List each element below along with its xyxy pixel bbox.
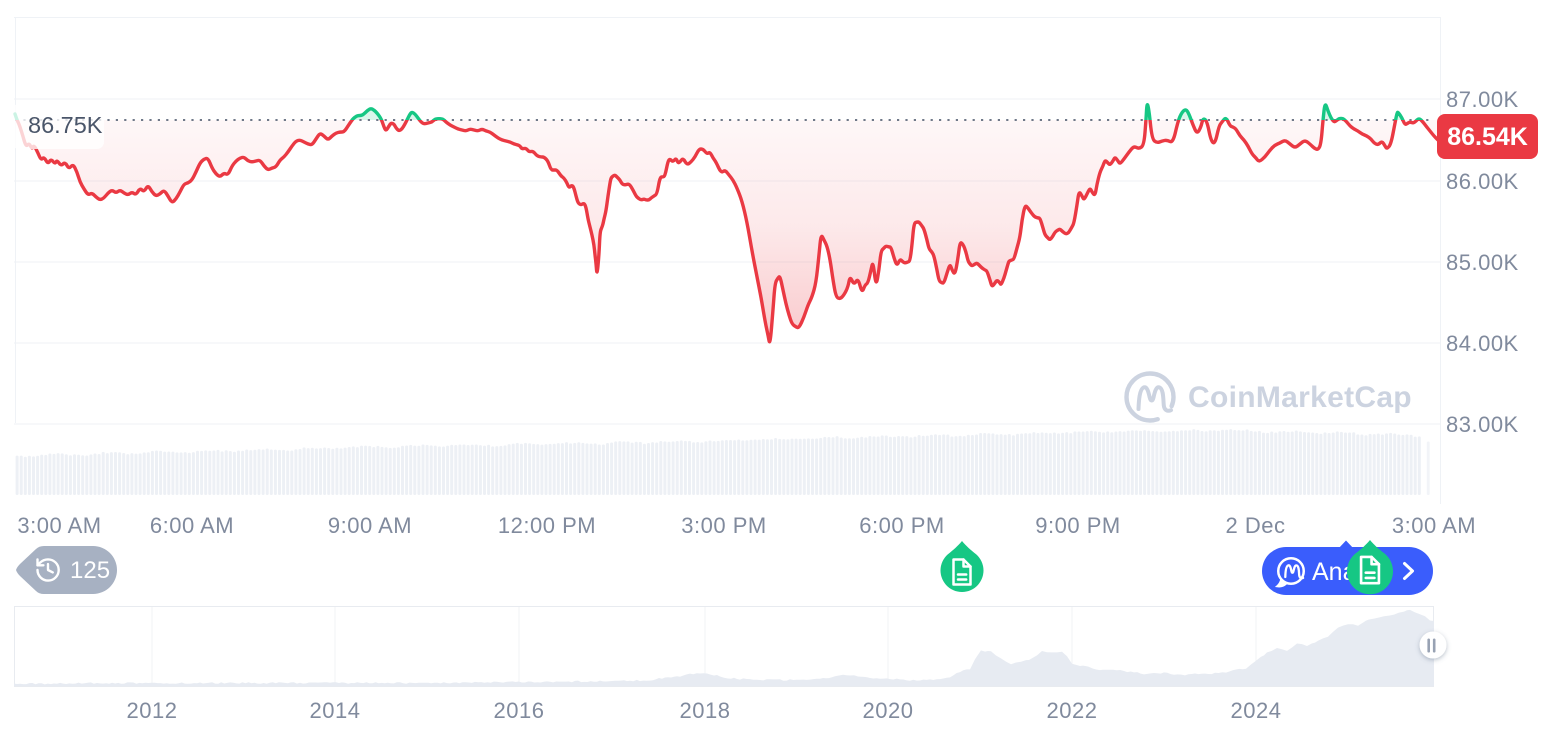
svg-text:6:00 AM: 6:00 AM	[150, 513, 234, 538]
svg-text:9:00 PM: 9:00 PM	[1035, 513, 1120, 538]
svg-text:2018: 2018	[680, 698, 731, 723]
svg-text:3:00 PM: 3:00 PM	[681, 513, 766, 538]
svg-text:86.54K: 86.54K	[1447, 123, 1528, 151]
svg-text:86.00K: 86.00K	[1446, 169, 1519, 194]
svg-text:2 Dec: 2 Dec	[1226, 513, 1286, 538]
svg-text:83.00K: 83.00K	[1446, 412, 1519, 437]
svg-text:6:00 PM: 6:00 PM	[859, 513, 944, 538]
svg-text:3:00 AM: 3:00 AM	[17, 513, 101, 538]
svg-text:87.00K: 87.00K	[1446, 87, 1519, 112]
svg-text:86.75K: 86.75K	[28, 112, 103, 138]
svg-text:12:00 PM: 12:00 PM	[498, 513, 596, 538]
svg-text:2016: 2016	[494, 698, 545, 723]
svg-text:3:00 AM: 3:00 AM	[1392, 513, 1476, 538]
svg-text:85.00K: 85.00K	[1446, 250, 1519, 275]
svg-text:2020: 2020	[863, 698, 914, 723]
svg-text:84.00K: 84.00K	[1446, 331, 1519, 356]
svg-text:2022: 2022	[1047, 698, 1098, 723]
svg-text:2014: 2014	[310, 698, 361, 723]
svg-text:2012: 2012	[127, 698, 178, 723]
svg-text:2024: 2024	[1231, 698, 1282, 723]
svg-text:125: 125	[70, 557, 110, 584]
svg-text:9:00 AM: 9:00 AM	[328, 513, 412, 538]
svg-text:CoinMarketCap: CoinMarketCap	[1188, 381, 1412, 414]
